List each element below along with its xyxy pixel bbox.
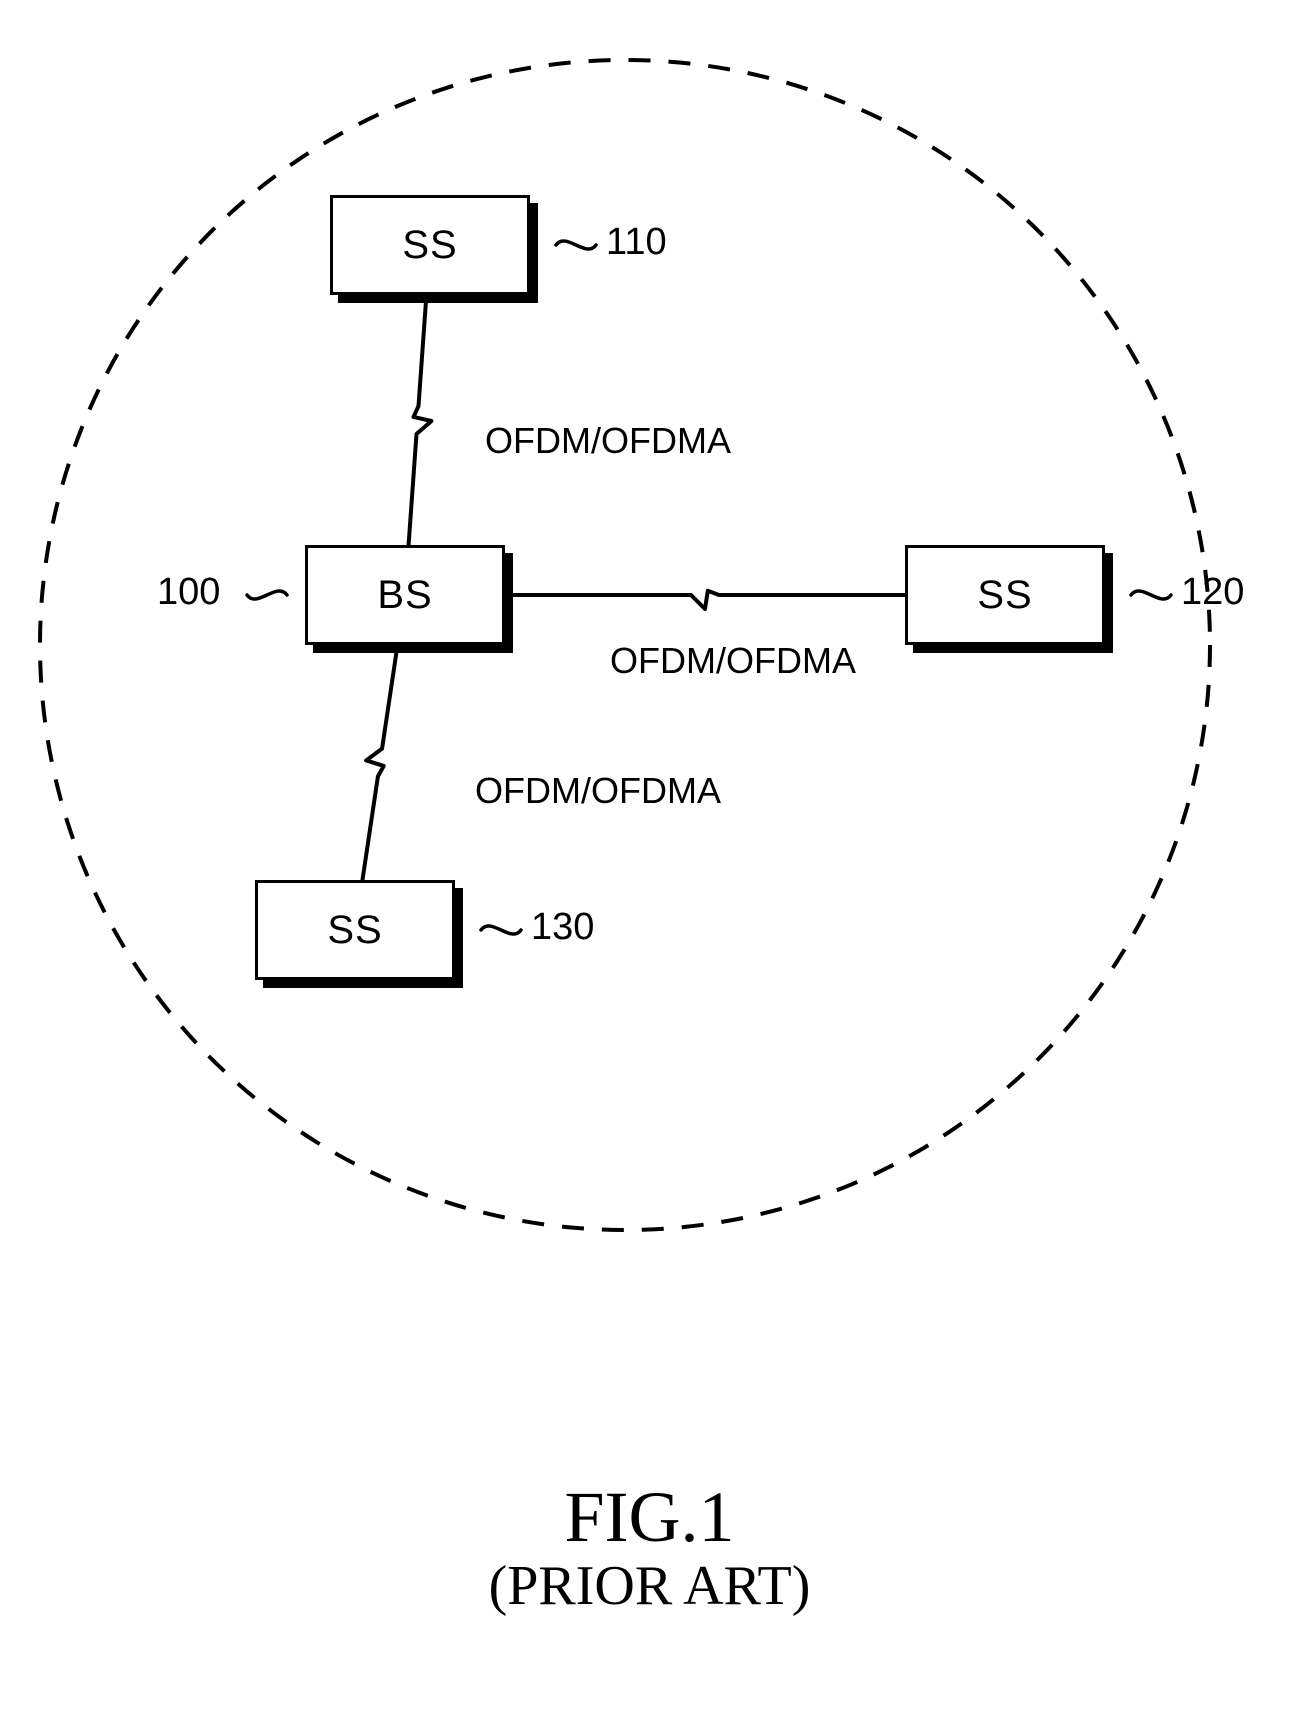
ref-label-bs: 100: [157, 571, 220, 614]
link-label-1: OFDM/OFDMA: [610, 640, 856, 682]
node-bs: BS: [305, 545, 505, 645]
node-ss130: SS: [255, 880, 455, 980]
caption-line1: FIG.1: [0, 1480, 1299, 1556]
ref-label-ss110: 110: [606, 221, 667, 264]
link-label-0: OFDM/OFDMA: [485, 420, 731, 462]
node-label-ss130: SS: [327, 908, 382, 953]
nodes-layer: OFDM/OFDMA OFDM/OFDMA OFDM/OFDMA BS 100 SS 110…: [0, 0, 1299, 1728]
figure-caption: FIG.1 (PRIOR ART): [0, 1480, 1299, 1617]
node-ss110: SS: [330, 195, 530, 295]
node-label-ss120: SS: [977, 573, 1032, 618]
node-ss120: SS: [905, 545, 1105, 645]
node-label-ss110: SS: [402, 223, 457, 268]
ref-label-ss130: 130: [531, 906, 594, 949]
node-label-bs: BS: [377, 573, 432, 618]
link-label-2: OFDM/OFDMA: [475, 770, 721, 812]
ref-label-ss120: 120: [1181, 571, 1244, 614]
caption-line2: (PRIOR ART): [0, 1556, 1299, 1618]
